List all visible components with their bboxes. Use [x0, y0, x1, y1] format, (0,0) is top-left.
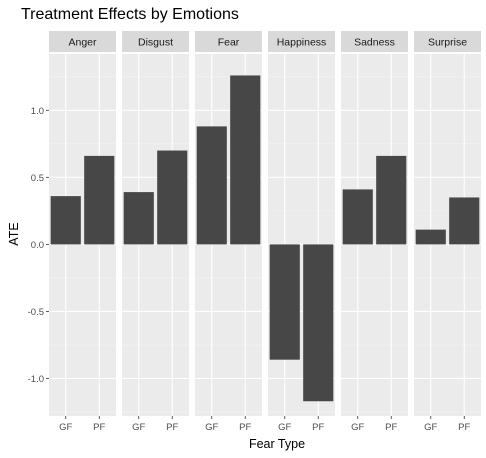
x-tick-label: GF: [351, 422, 364, 433]
x-tick-label: PF: [166, 422, 178, 433]
bar-sadness-gf: [342, 189, 373, 245]
bar-anger-gf: [50, 196, 81, 245]
x-tick-label: GF: [132, 422, 145, 433]
bar-fear-gf: [196, 126, 227, 245]
bar-disgust-gf: [123, 192, 154, 245]
facet-strip: [122, 31, 189, 52]
facet-panel-disgust: Disgust GF PF: [122, 31, 189, 433]
y-tick-label: 1.0: [31, 106, 44, 117]
facet-panel-anger: Anger GF PF: [49, 31, 116, 433]
facet-panels: Anger GF PF Disgust GF PF Fear GF PF Happiness GF P…: [49, 31, 481, 433]
facet-strip: [49, 31, 116, 52]
facet-strip: [268, 31, 335, 52]
x-tick-label: GF: [205, 422, 218, 433]
bar-disgust-pf: [157, 150, 188, 245]
x-tick-label: PF: [239, 422, 251, 433]
bar-fear-pf: [230, 75, 261, 245]
facet-strip-label: Fear: [218, 37, 240, 49]
facet-strip-label: Anger: [68, 37, 97, 49]
y-tick-label: -1.0: [28, 374, 44, 385]
bar-happiness-gf: [269, 244, 300, 360]
x-tick-label: PF: [458, 422, 470, 433]
bar-surprise-gf: [415, 229, 446, 245]
bar-happiness-pf: [303, 244, 334, 402]
x-tick-label: PF: [385, 422, 397, 433]
facet-panel-happiness: Happiness GF PF: [268, 31, 335, 433]
x-tick-label: PF: [312, 422, 324, 433]
facet-strip: [341, 31, 408, 52]
facet-panel-sadness: Sadness GF PF: [341, 31, 408, 433]
y-axis-title: ATE: [7, 222, 21, 245]
y-tick-label: -0.5: [28, 307, 44, 318]
facet-panel-fear: Fear GF PF: [195, 31, 262, 433]
bar-anger-pf: [84, 155, 115, 245]
x-tick-label: GF: [424, 422, 437, 433]
x-axis-title: Fear Type: [249, 437, 305, 451]
y-tick-label: 0.5: [31, 173, 44, 184]
facet-strip-label: Surprise: [428, 37, 467, 49]
facet-strip-label: Happiness: [277, 37, 327, 49]
facet-strip-label: Disgust: [138, 37, 173, 49]
x-tick-label: GF: [59, 422, 72, 433]
y-tick-label: 0.0: [31, 240, 44, 251]
chart-title: Treatment Effects by Emotions: [21, 6, 239, 23]
facet-panel-surprise: Surprise GF PF: [414, 31, 481, 433]
facet-strip: [414, 31, 481, 52]
bar-sadness-pf: [376, 155, 407, 245]
x-tick-label: PF: [93, 422, 105, 433]
facet-strip: [195, 31, 262, 52]
x-tick-label: GF: [278, 422, 291, 433]
facet-strip-label: Sadness: [354, 37, 395, 49]
y-axis: -1.0 -0.5 0.0 0.5 1.0: [28, 106, 49, 385]
bar-surprise-pf: [449, 197, 480, 245]
